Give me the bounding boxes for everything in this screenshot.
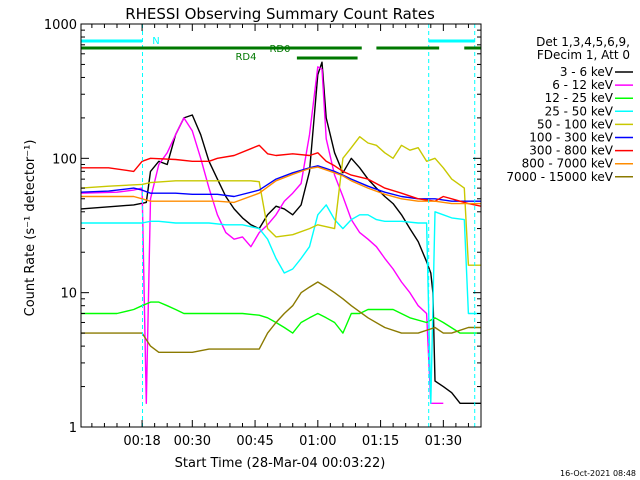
legend-entry-label: 50 - 100 keV xyxy=(537,117,614,131)
x-tick-label: 01:30 xyxy=(425,434,462,449)
legend-entry-label: 800 - 7000 keV xyxy=(522,157,614,171)
series-layer xyxy=(81,61,481,404)
annotation-label-rd0: RD0 xyxy=(269,44,290,55)
legend-header-line: FDecim 1, Att 0 xyxy=(537,48,630,62)
legend-entry-label: 12 - 25 keV xyxy=(545,91,614,105)
series-line-2 xyxy=(81,66,444,404)
annotation-label-n: N xyxy=(152,36,159,47)
chart-title: RHESSI Observing Summary Count Rates xyxy=(125,5,435,23)
legend-entry-label: 100 - 300 keV xyxy=(529,131,613,145)
y-tick-label: 1 xyxy=(69,421,77,436)
plot-frame xyxy=(80,23,482,428)
legend-header-line: Det 1,3,4,5,6,9, xyxy=(536,35,630,49)
x-tick-label: 00:18 xyxy=(123,434,160,449)
y-tick-label: 1000 xyxy=(44,18,77,33)
legend-entry-label: 3 - 6 keV xyxy=(560,65,614,79)
render-timestamp: 16-Oct-2021 08:48 xyxy=(560,469,636,478)
series-line-1 xyxy=(81,61,481,404)
x-axis-label: Start Time (28-Mar-04 00:03:22) xyxy=(175,456,386,471)
series-line-3 xyxy=(81,301,481,334)
series-line-6 xyxy=(81,165,481,202)
annotation-label-rd4: RD4 xyxy=(235,52,256,63)
series-line-9 xyxy=(81,281,481,353)
series-line-5 xyxy=(81,135,481,266)
x-tick-label: 00:30 xyxy=(174,434,211,449)
x-tick-label: 01:00 xyxy=(299,434,336,449)
x-tick-label: 00:45 xyxy=(236,434,273,449)
y-tick-label: 100 xyxy=(52,152,77,167)
y-tick-label: 10 xyxy=(60,287,77,302)
legend: Det 1,3,4,5,6,9,FDecim 1, Att 0 3 - 6 keV… xyxy=(506,35,633,184)
legend-entry-label: 300 - 800 keV xyxy=(529,144,613,158)
y-axis-label: Count Rate (s⁻¹ detector⁻¹) xyxy=(23,140,38,317)
legend-entry-label: 25 - 50 keV xyxy=(545,104,614,118)
x-tick-label: 01:15 xyxy=(362,434,399,449)
legend-entry-label: 7000 - 15000 keV xyxy=(506,170,613,184)
series-line-4 xyxy=(81,204,481,404)
series-line-8 xyxy=(81,166,481,205)
annotation-layer: N RD0 RD4 xyxy=(81,24,481,427)
axis-layer: 00:18 00:30 00:45 01:00 01:15 01:30 1 10 100 1000 xyxy=(44,18,481,449)
series-line-7 xyxy=(81,144,481,207)
legend-entry-label: 6 - 12 keV xyxy=(552,78,614,92)
